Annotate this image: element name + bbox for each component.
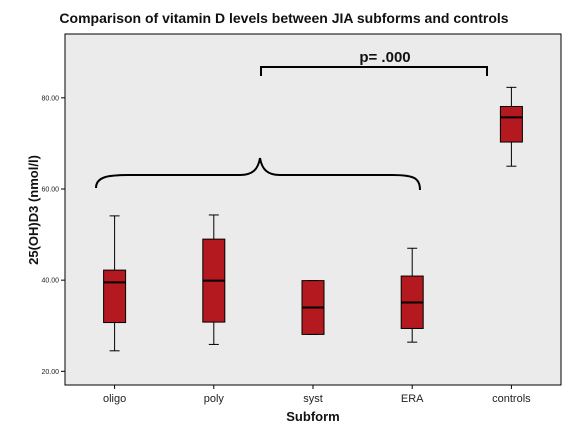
- y-tick-label: 80.00: [41, 95, 59, 102]
- x-axis-label: Subform: [286, 409, 339, 424]
- box-series: [103, 86, 523, 352]
- x-tick-label: syst: [303, 393, 323, 405]
- p-value-annotation: p= .000: [359, 49, 410, 66]
- y-tick-label: 40.00: [41, 278, 59, 285]
- y-tick-label: 60.00: [41, 186, 59, 193]
- x-tick-label: oligo: [103, 393, 126, 405]
- comparison-bracket: [260, 66, 488, 76]
- y-axis-label: 25(OH)D3 (nmol/l): [26, 155, 41, 265]
- box-oligo: [103, 269, 127, 324]
- y-axis-ticks: 20.00 40.00 60.00 80.00: [41, 95, 65, 376]
- y-tick-label: 20.00: [41, 369, 59, 376]
- box-controls: [499, 105, 523, 143]
- x-axis-ticks: oligo poly syst ERA controls: [103, 385, 531, 405]
- x-tick-label: poly: [204, 393, 225, 405]
- group-brace: [95, 157, 421, 191]
- x-tick-label: ERA: [401, 393, 424, 405]
- chart-title: Comparison of vitamin D levels between J…: [59, 10, 508, 26]
- x-tick-label: controls: [492, 393, 531, 405]
